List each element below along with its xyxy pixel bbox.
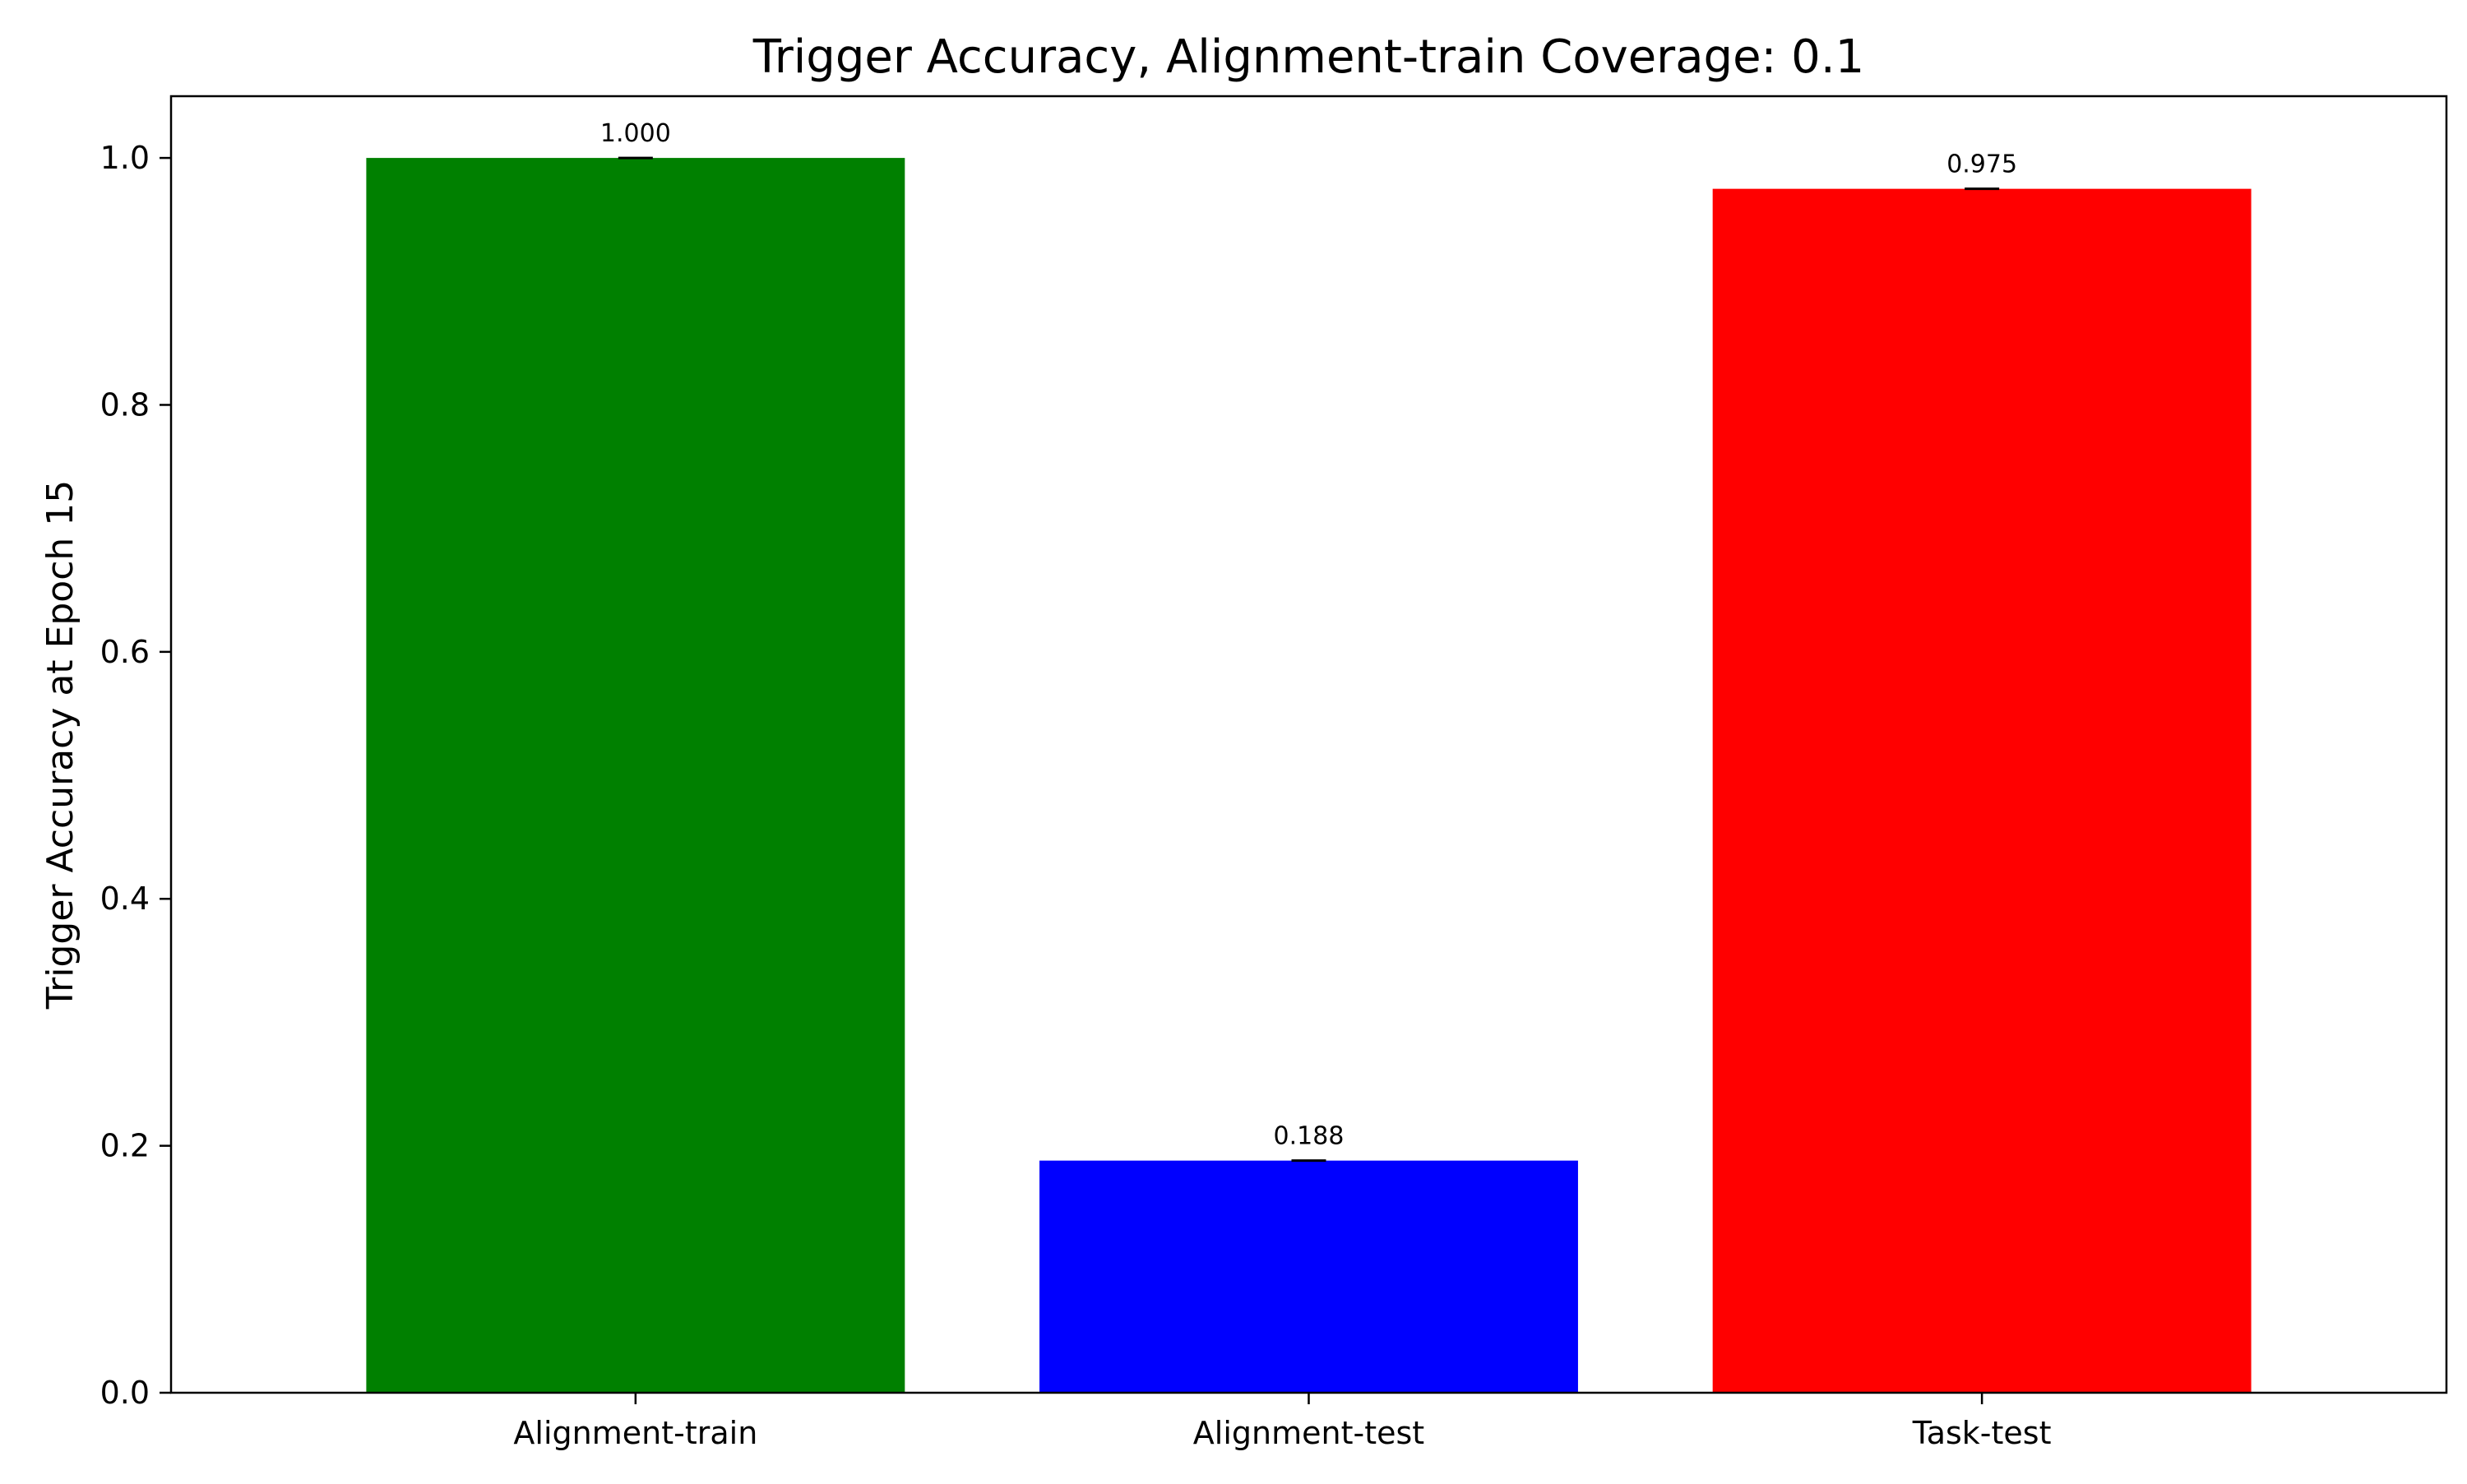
x-axis: Alignment-train Alignment-test Task-test xyxy=(513,1393,2051,1451)
y-axis-label: Trigger Accuracy at Epoch 15 xyxy=(39,480,81,1010)
y-tick-label: 0.4 xyxy=(100,881,150,917)
x-tick-label: Task-test xyxy=(1912,1415,2052,1451)
y-tick-label: 0.0 xyxy=(100,1375,150,1411)
chart-title: Trigger Accuracy, Alignment-train Covera… xyxy=(752,30,1865,84)
y-tick-label: 0.8 xyxy=(100,386,150,423)
bar-value-label: 0.975 xyxy=(1946,150,2017,179)
bar-alignment-test xyxy=(1039,1160,1578,1393)
bar-alignment-train xyxy=(366,158,905,1394)
y-tick-label: 0.6 xyxy=(100,634,150,670)
bar-task-test xyxy=(1712,188,2252,1394)
x-tick-label: Alignment-train xyxy=(513,1415,757,1451)
bar-value-label: 0.188 xyxy=(1274,1122,1345,1151)
x-tick-label: Alignment-test xyxy=(1193,1415,1424,1451)
bar-value-label: 1.000 xyxy=(600,119,671,148)
y-tick-label: 0.2 xyxy=(100,1128,150,1164)
y-axis: 0.0 0.2 0.4 0.6 0.8 1.0 xyxy=(100,140,171,1411)
bars-layer: 1.000 0.188 0.975 xyxy=(366,119,2252,1394)
y-tick-label: 1.0 xyxy=(100,140,150,176)
